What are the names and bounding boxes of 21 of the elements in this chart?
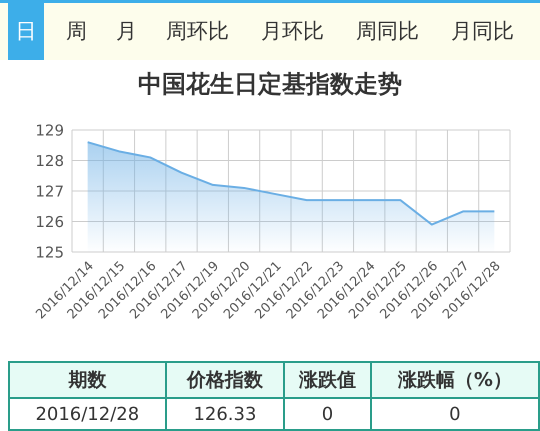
text: 0 xyxy=(284,398,371,430)
text: 周环比 xyxy=(165,19,229,43)
text: 月环比 xyxy=(260,19,324,43)
text: 涨跌幅（%） xyxy=(370,362,539,398)
text: 周同比 xyxy=(355,19,419,43)
text: 月 xyxy=(115,19,137,43)
text: 126.33 xyxy=(166,398,284,430)
y-tick-label: 125 xyxy=(35,243,64,262)
text: 价格指数 xyxy=(166,362,284,398)
y-tick-label: 128 xyxy=(35,152,64,170)
y-tick-label: 126 xyxy=(35,212,64,231)
text: 2016/12/28 xyxy=(9,398,166,430)
text: 涨跌值 xyxy=(284,362,371,398)
y-tick-label: 129 xyxy=(35,121,64,140)
text: 期数 xyxy=(9,362,166,398)
text: 周 xyxy=(65,19,87,43)
text: 月同比 xyxy=(450,19,514,43)
text: 0 xyxy=(370,398,539,430)
y-tick-label: 127 xyxy=(35,182,64,200)
chart-title: 中国花生日定基指数走势 xyxy=(137,69,403,100)
text: 日 xyxy=(16,19,36,43)
